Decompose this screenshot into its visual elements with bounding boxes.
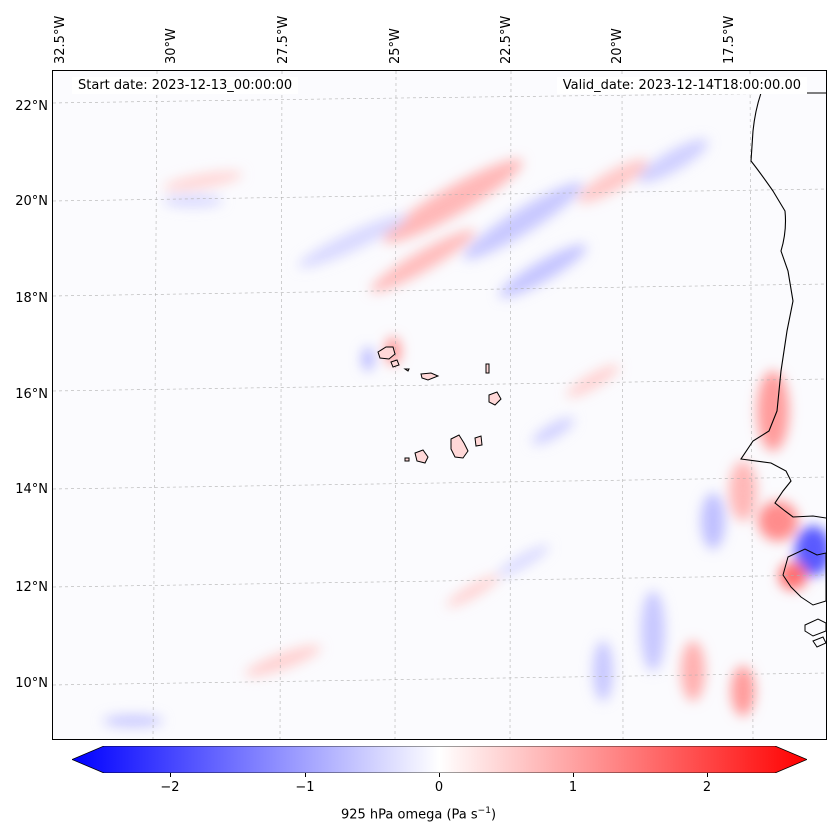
- lat-tick-label: 16°N: [15, 387, 48, 402]
- lat-tick-label: 18°N: [15, 291, 48, 306]
- start-date-label: Start date: 2023-12-13_00:00:00: [72, 77, 299, 94]
- graticule: [53, 71, 826, 739]
- cape-verde-islands: [377, 346, 502, 464]
- valid-date-label: Valid_date: 2023-12-14T18:00:00.00: [556, 77, 807, 94]
- guinea-coastline: [782, 548, 826, 606]
- africa-coastline: [740, 92, 826, 519]
- lon-tick-label: 20°W: [610, 28, 625, 64]
- lat-tick-label: 12°N: [15, 580, 48, 595]
- lat-tick-label: 20°N: [15, 194, 48, 209]
- lon-tick-label: 25°W: [388, 28, 403, 64]
- lon-tick-label: 30°W: [164, 28, 179, 64]
- colorbar-tick-label: 2: [702, 780, 712, 795]
- colorbar-gradient: [72, 746, 807, 773]
- map-panel: [52, 70, 827, 740]
- colorbar: [72, 746, 807, 773]
- omega-field-pattern: [103, 139, 826, 727]
- bijagos-islands: [804, 618, 826, 648]
- lon-tick-label: 32.5°W: [53, 15, 68, 64]
- lon-tick-label: 27.5°W: [276, 15, 291, 64]
- omega-field-map: [53, 71, 826, 739]
- lon-tick-label: 17.5°W: [722, 15, 737, 64]
- colorbar-tick-label: −1: [295, 780, 315, 795]
- lat-tick-label: 14°N: [15, 482, 48, 497]
- lon-tick-label: 22.5°W: [499, 15, 514, 64]
- colorbar-tick-label: −2: [160, 780, 180, 795]
- colorbar-label: 925 hPa omega (Pa s−1): [340, 806, 497, 823]
- colorbar-tick-label: 1: [568, 780, 578, 795]
- lat-tick-label: 10°N: [15, 676, 48, 691]
- colorbar-tick-label: 0: [434, 780, 444, 795]
- lat-tick-label: 22°N: [15, 99, 48, 114]
